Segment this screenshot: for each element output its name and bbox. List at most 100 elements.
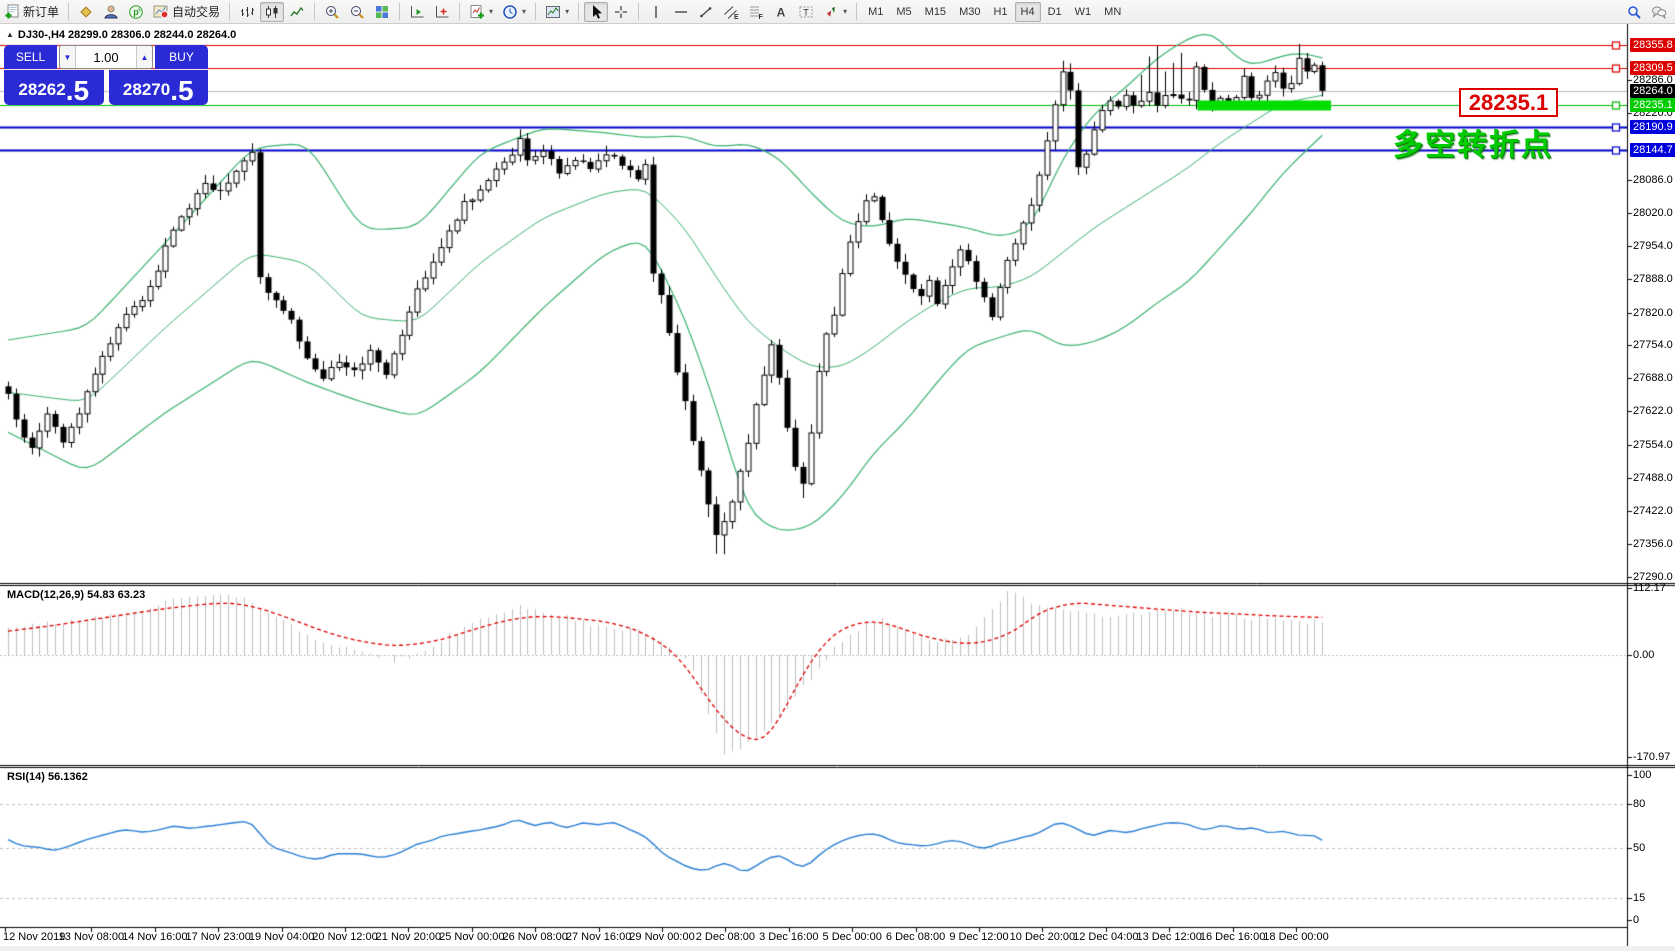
rsi-axis-tick: 15: [1633, 892, 1646, 905]
equidistant-channel-button[interactable]: E: [719, 2, 743, 22]
price-callout-box[interactable]: 28235.1: [1459, 88, 1558, 117]
timeframe-m5[interactable]: M5: [896, 5, 912, 18]
signals-button[interactable]: p: [124, 2, 148, 22]
fibonacci-button[interactable]: F: [744, 2, 768, 22]
price-axis-badge: 28355.8: [1630, 38, 1675, 53]
price-axis-tick: 27290.0: [1633, 571, 1673, 584]
search-icon: [1626, 4, 1642, 20]
zoom-out-button[interactable]: [345, 2, 369, 22]
market-watch-button[interactable]: [74, 2, 98, 22]
templates-button[interactable]: ▾: [541, 2, 573, 22]
price-axis-tick: 27422.0: [1633, 505, 1673, 518]
trendline-icon: [698, 4, 714, 20]
volume-increase-button[interactable]: ▲: [136, 46, 152, 68]
chat-icon: [1651, 4, 1667, 20]
sell-price-button[interactable]: 28262.5: [4, 70, 104, 105]
time-axis-label: 13 Dec 12:00: [1136, 931, 1202, 943]
price-axis-badge: 28144.7: [1630, 143, 1675, 158]
price-axis-tick: 27622.0: [1633, 405, 1673, 418]
buy-price-button[interactable]: 28270.5: [108, 70, 208, 106]
auto-scroll-button[interactable]: [405, 2, 429, 22]
zoom-in-button[interactable]: [320, 2, 344, 22]
time-axis-label: 12 Dec 04:00: [1073, 931, 1139, 943]
timeframe-h1[interactable]: H1: [993, 5, 1008, 18]
timeframe-m15[interactable]: M15: [924, 5, 947, 18]
time-axis-label: 20 Nov 12:00: [312, 931, 378, 943]
horizontal-line-button[interactable]: [669, 2, 693, 22]
toolbar-separator: [229, 3, 231, 20]
svg-text:T: T: [803, 7, 809, 17]
clock-icon: [502, 4, 518, 20]
one-click-collapse-arrow-icon[interactable]: ▲: [6, 30, 14, 39]
text-label-button[interactable]: T: [794, 2, 818, 22]
time-axis-label: 18 Dec 00:00: [1263, 931, 1329, 943]
chart-shift-button[interactable]: [430, 2, 454, 22]
indicators-icon: [469, 4, 485, 20]
chat-button[interactable]: [1647, 2, 1671, 22]
periods-button[interactable]: ▾: [498, 2, 530, 22]
signal-icon: p: [128, 4, 144, 20]
line-chart-icon: [289, 4, 305, 20]
time-axis-label: 12 Nov 2019: [3, 931, 66, 943]
macd-axis-tick: 0.00: [1633, 649, 1655, 661]
buy-price-frac: .5: [170, 74, 194, 106]
timeframe-d1[interactable]: D1: [1047, 5, 1062, 18]
macd-axis-tick: -170.97: [1633, 751, 1671, 764]
time-axis-label: 5 Dec 00:00: [822, 931, 882, 943]
sell-price-main: 28262: [18, 80, 66, 100]
timeframe-m1[interactable]: M1: [868, 5, 884, 18]
gold-diamond-icon: [78, 4, 94, 20]
toolbar-separator: [314, 3, 316, 20]
turning-point-note[interactable]: 多空转折点: [1393, 129, 1553, 162]
buy-button[interactable]: BUY: [155, 45, 208, 69]
zoom-out-icon: [349, 4, 365, 20]
timeframe-w1[interactable]: W1: [1074, 5, 1092, 18]
arrows-button[interactable]: ▾: [819, 2, 851, 22]
tile-windows-button[interactable]: [370, 2, 394, 22]
volume-decrease-button[interactable]: ▼: [60, 46, 76, 68]
line-chart-button[interactable]: [285, 2, 309, 22]
buy-price-main: 28270: [122, 80, 171, 100]
cursor-button[interactable]: [584, 1, 609, 22]
time-axis-label: 29 Nov 00:00: [629, 931, 695, 943]
chart-title-text: DJ30-,H4 28299.0 28306.0 28244.0 28264.0: [17, 29, 237, 41]
timeframe-m30[interactable]: M30: [959, 5, 981, 18]
window-bottom-strip: [0, 946, 1675, 951]
auto-trading-button[interactable]: 自动交易: [149, 2, 224, 22]
chevron-down-icon: ▾: [843, 7, 848, 16]
text-button[interactable]: A: [769, 2, 793, 22]
svg-text:F: F: [759, 14, 764, 20]
volume-input[interactable]: [76, 46, 136, 68]
rsi-axis-tick: 100: [1633, 769, 1652, 781]
new-order-button-label: 新订单: [23, 5, 60, 19]
new-order-button[interactable]: 新订单: [0, 2, 63, 22]
price-axis-tick: 27488.0: [1633, 472, 1673, 485]
timeframe-mn[interactable]: MN: [1104, 5, 1122, 18]
trendline-button[interactable]: [694, 2, 718, 22]
candlestick-chart-button[interactable]: [260, 1, 285, 22]
bar-chart-icon: [239, 4, 255, 20]
price-axis-badge: 28190.9: [1630, 120, 1675, 135]
search-button[interactable]: [1622, 2, 1646, 22]
timeframe-h4[interactable]: H4: [1014, 1, 1041, 22]
vertical-line-button[interactable]: [644, 2, 668, 22]
auto-trading-icon: [153, 4, 169, 20]
rsi-axis-tick: 80: [1633, 798, 1646, 810]
price-axis-tick: 28020.0: [1633, 206, 1673, 219]
price-axis-badge: 28264.0: [1630, 83, 1675, 98]
sell-price-frac: .5: [65, 74, 90, 106]
time-axis-label: 21 Nov 20:00: [375, 931, 442, 943]
price-axis-tick: 27688.0: [1633, 372, 1673, 385]
crosshair-button[interactable]: [609, 2, 633, 22]
indicators-button[interactable]: ▾: [465, 2, 497, 22]
time-axis-label: 19 Nov 04:00: [248, 931, 315, 943]
sell-button[interactable]: SELL: [4, 45, 57, 69]
bar-chart-button[interactable]: [235, 2, 259, 22]
price-axis-tick: 27888.0: [1633, 272, 1673, 285]
rsi-label: RSI(14) 56.1362: [7, 771, 88, 783]
profile-button[interactable]: [99, 2, 123, 22]
chevron-down-icon: ▾: [522, 7, 527, 16]
toolbar-separator: [638, 3, 640, 20]
arrows-icon: [823, 4, 839, 20]
